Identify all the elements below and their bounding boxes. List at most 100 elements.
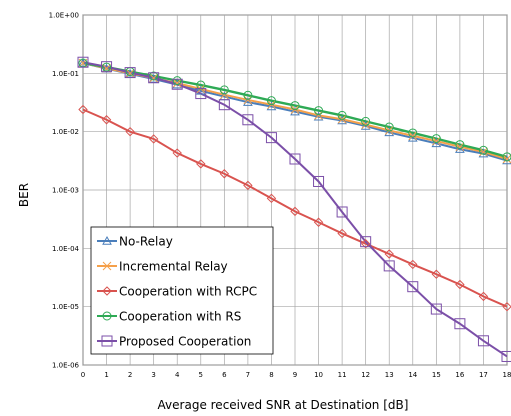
series-line-cooperation-with-rcpc	[82, 108, 508, 308]
data-point	[243, 90, 253, 100]
x-tick-label: 10	[314, 371, 323, 379]
x-tick-label: 1	[104, 371, 108, 379]
data-point	[502, 154, 511, 164]
data-point	[477, 335, 489, 347]
data-point	[289, 153, 301, 165]
legend-swatch-marker	[102, 235, 112, 245]
x-tick-label: 6	[222, 371, 227, 379]
data-point	[360, 236, 372, 248]
legend-swatch-marker	[101, 335, 113, 347]
y-tick-label: 1.0E-06	[52, 362, 80, 370]
y-axis-label: BER	[17, 183, 31, 207]
x-tick-label: 2	[128, 371, 132, 379]
y-tick-label: 1.0E-02	[52, 128, 79, 136]
legend-entry: Cooperation with RS	[119, 310, 241, 324]
data-point	[265, 132, 277, 144]
data-point	[337, 115, 347, 125]
data-point	[243, 180, 253, 191]
data-point	[219, 169, 230, 179]
data-point	[431, 269, 442, 279]
data-point	[124, 67, 136, 79]
data-point	[218, 99, 230, 111]
data-point	[196, 159, 206, 169]
data-point	[148, 134, 159, 144]
legend-entry: Incremental Relay	[119, 260, 228, 274]
data-point	[172, 76, 182, 86]
x-tick-label: 7	[246, 371, 250, 379]
data-point	[149, 71, 159, 81]
data-point	[266, 96, 276, 106]
x-tick-label: 17	[479, 371, 488, 379]
data-point	[361, 116, 371, 126]
data-point	[101, 61, 113, 73]
data-point	[384, 126, 394, 135]
x-tick-label: 18	[503, 371, 511, 379]
data-point	[384, 122, 394, 132]
data-point	[408, 259, 418, 270]
data-point	[78, 104, 88, 115]
x-axis-label: Average received SNR at Destination [dB]	[158, 398, 409, 412]
data-point	[195, 88, 207, 100]
legend-swatch-marker	[102, 311, 112, 321]
data-point	[455, 142, 465, 152]
data-point	[77, 56, 89, 68]
x-tick-label: 0	[81, 371, 85, 379]
data-point	[148, 72, 160, 84]
data-point	[219, 90, 229, 100]
data-point	[172, 148, 182, 158]
data-point	[337, 228, 347, 239]
data-point	[125, 68, 135, 78]
x-tick-label: 3	[151, 371, 155, 379]
data-point	[102, 63, 111, 73]
data-point	[102, 62, 112, 72]
x-tick-label: 15	[432, 371, 441, 379]
data-point	[290, 206, 300, 217]
x-tick-labels: 0 1 2 3 4 5 6 7 8 9 10 11 12 13 14 15 16 17 18	[81, 371, 511, 379]
data-point	[431, 136, 441, 146]
data-point	[125, 68, 135, 78]
data-point	[148, 73, 159, 83]
legend-swatch-marker	[102, 261, 112, 271]
x-tick-label: 5	[199, 371, 203, 379]
data-point	[172, 78, 182, 88]
data-point	[360, 120, 371, 130]
data-point	[478, 291, 489, 302]
data-point	[383, 260, 395, 272]
y-tick-label: 1.0E-05	[52, 303, 79, 311]
x-tick-label: 14	[408, 371, 417, 379]
data-point	[455, 140, 465, 150]
x-tick-label: 13	[385, 371, 394, 379]
data-point	[336, 206, 348, 218]
legend-entry: Proposed Cooperation	[119, 335, 251, 349]
legend: No-Relay Incremental Relay Cooperation wit…	[90, 226, 274, 355]
data-point	[408, 131, 418, 141]
x-tick-label: 9	[293, 371, 297, 379]
data-point	[384, 249, 394, 259]
data-point	[219, 85, 229, 95]
data-point	[78, 58, 88, 67]
data-point	[125, 126, 135, 137]
y-tick-labels: 1.0E+00 1.0E-01 1.0E-02 1.0E-03 1.0E-04 1.0E-…	[49, 12, 80, 370]
legend-entry: No-Relay	[119, 235, 173, 249]
data-point	[501, 350, 511, 362]
data-point	[266, 193, 277, 204]
x-tick-label: 11	[338, 371, 347, 379]
data-point	[455, 279, 465, 290]
data-point	[431, 134, 441, 144]
data-point	[479, 147, 488, 157]
y-tick-label: 1.0E+00	[49, 12, 79, 20]
data-point	[313, 217, 324, 227]
data-point	[430, 303, 442, 315]
data-point	[290, 101, 300, 111]
data-point	[337, 110, 347, 120]
data-point	[171, 78, 183, 90]
data-point	[242, 114, 254, 126]
x-tick-label: 12	[361, 371, 370, 379]
data-point	[243, 95, 253, 105]
data-point	[313, 175, 325, 187]
legend-entry: Cooperation with RCPC	[119, 285, 257, 299]
y-tick-label: 1.0E-01	[52, 70, 79, 78]
data-point	[314, 106, 324, 116]
data-point	[313, 111, 324, 121]
